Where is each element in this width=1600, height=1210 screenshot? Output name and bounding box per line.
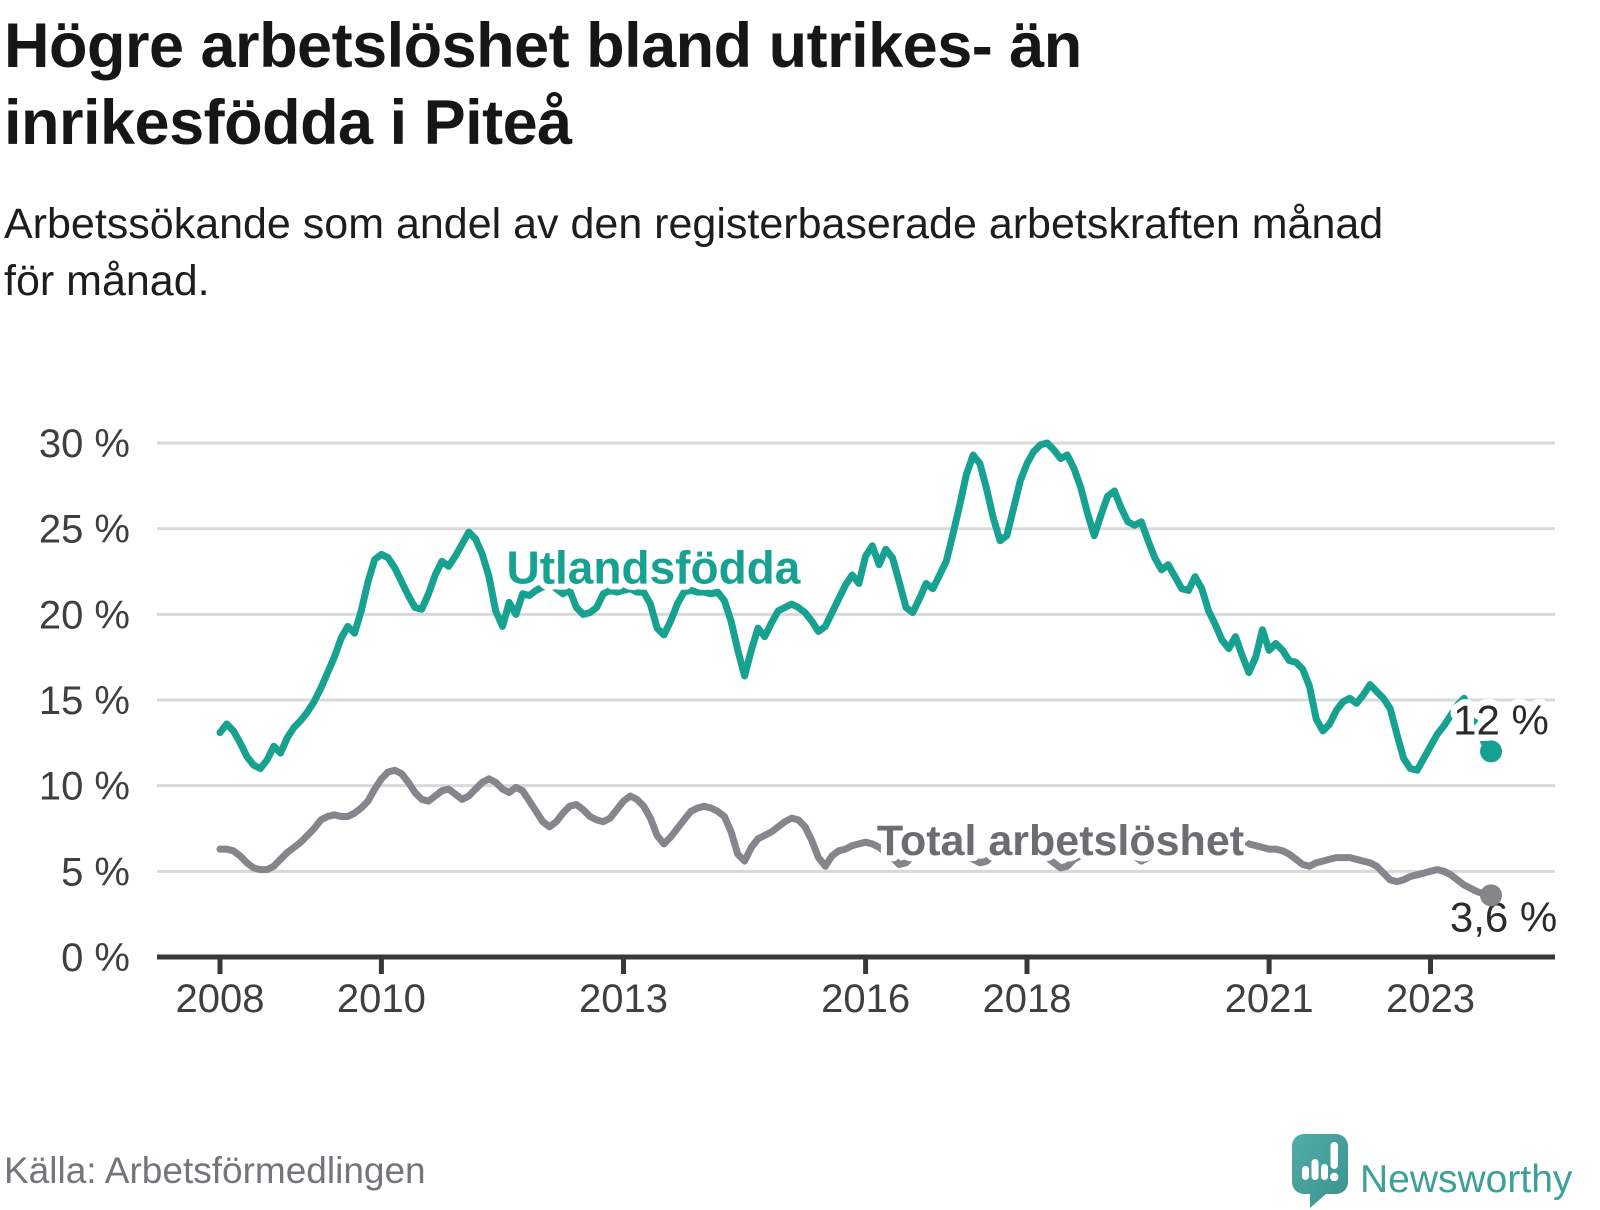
- title-line-1: Högre arbetslöshet bland utrikes- än: [4, 11, 1082, 81]
- logo-exclamation-dot: [1330, 1172, 1339, 1182]
- logo-bar-small: [1302, 1166, 1309, 1180]
- logo-bar-medium: [1311, 1159, 1319, 1180]
- y-tick-label-20: 20 %: [39, 593, 130, 637]
- y-tick-label-5: 5 %: [61, 850, 130, 894]
- x-tick-label-2008: 2008: [176, 977, 265, 1021]
- brand-wordmark: Newsworthy: [1360, 1158, 1573, 1201]
- logo-exclamation-bar: [1330, 1142, 1338, 1169]
- series-label-0: Utlandsfödda: [506, 542, 800, 594]
- y-tick-label-15: 15 %: [39, 679, 130, 723]
- subtitle-line-1: Arbetssökande som andel av den registerb…: [4, 200, 1384, 248]
- series-label-1: Total arbetslöshet: [877, 817, 1244, 865]
- y-tick-label-0: 0 %: [61, 936, 130, 980]
- end-dot-utlandsfodda: [1480, 740, 1503, 763]
- end-value-label-2: 12 %: [1453, 696, 1549, 743]
- x-tick-label-2021: 2021: [1225, 977, 1314, 1021]
- x-tick-label-2010: 2010: [337, 977, 426, 1021]
- subtitle-line-2: för månad.: [4, 257, 210, 305]
- x-tick-label-2018: 2018: [983, 977, 1072, 1021]
- newsworthy-logo: Newsworthy: [1292, 1134, 1573, 1208]
- title-line-2: inrikesfödda i Piteå: [4, 88, 572, 158]
- series-line-total: [216, 766, 1495, 899]
- chart-subtitle: Arbetssökande som andel av den registerb…: [4, 196, 1564, 310]
- y-tick-label-30: 30 %: [39, 422, 130, 466]
- logo-bubble-icon: [1292, 1134, 1348, 1208]
- x-tick-label-2013: 2013: [579, 977, 668, 1021]
- series-line-utlandsfodda: [216, 439, 1495, 774]
- end-dot-total: [1480, 884, 1503, 907]
- page-title: Högre arbetslöshet bland utrikes- än inr…: [4, 8, 1564, 162]
- end-value-label-3: 3,6 %: [1450, 893, 1557, 940]
- logo-bar-tall: [1321, 1164, 1328, 1180]
- y-tick-label-25: 25 %: [39, 508, 130, 552]
- source-note: Källa: Arbetsförmedlingen: [4, 1150, 426, 1191]
- x-tick-label-2023: 2023: [1386, 977, 1475, 1021]
- x-tick-label-2016: 2016: [821, 977, 910, 1021]
- y-tick-label-10: 10 %: [39, 765, 130, 809]
